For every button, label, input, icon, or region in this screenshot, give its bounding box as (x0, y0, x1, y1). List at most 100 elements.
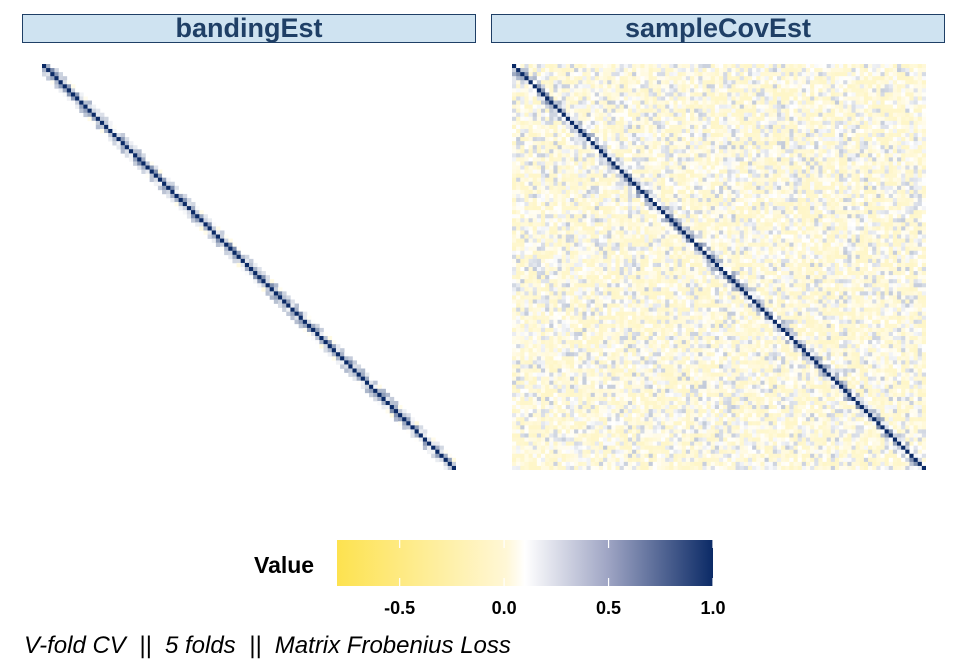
heatmap-cell (565, 153, 571, 158)
heatmap-cell (834, 169, 840, 174)
heatmap-cell (719, 100, 724, 105)
heatmap-cell (876, 64, 881, 69)
heatmap-cell (731, 202, 736, 207)
heatmap-cell (520, 84, 525, 89)
heatmap-cell (781, 100, 786, 105)
heatmap-cell (182, 197, 188, 203)
heatmap-cell (694, 68, 699, 73)
heatmap-cell (909, 189, 914, 195)
heatmap-cell (199, 222, 204, 227)
heatmap-cell (847, 157, 852, 162)
heatmap-cell (665, 108, 670, 114)
heatmap-cell (876, 133, 881, 138)
heatmap-cell (545, 165, 550, 170)
heatmap-cell (772, 145, 778, 150)
heatmap-cell (418, 425, 424, 430)
heatmap-cell (615, 218, 620, 223)
heatmap-cell (781, 145, 786, 150)
heatmap-cell (627, 238, 633, 243)
heatmap-cell (801, 181, 807, 187)
heatmap-cell (785, 206, 790, 211)
heatmap-cell (640, 141, 645, 146)
heatmap-cell (822, 222, 827, 227)
heatmap-cell (756, 214, 761, 219)
heatmap-cell (191, 206, 196, 211)
heatmap-cell (549, 145, 554, 150)
heatmap-cell (532, 242, 538, 247)
heatmap-cell (598, 214, 604, 219)
heatmap-cell (772, 76, 778, 81)
heatmap-cell (727, 206, 732, 211)
heatmap-cell (516, 96, 521, 101)
heatmap-cell (764, 84, 769, 89)
heatmap-cell (661, 92, 666, 97)
heatmap-cell (892, 177, 898, 183)
heatmap-cell (830, 165, 836, 170)
heatmap-cell (215, 230, 221, 235)
heatmap-cell (880, 214, 885, 219)
heatmap-cell (681, 161, 687, 166)
heatmap-cell (888, 185, 894, 191)
heatmap-cell (781, 104, 786, 109)
heatmap-cell (410, 429, 415, 434)
heatmap-cell (565, 210, 571, 215)
heatmap-cell (909, 202, 914, 207)
heatmap-cell (764, 181, 769, 187)
heatmap-cell (847, 100, 852, 105)
heatmap-cell (818, 108, 823, 114)
heatmap-cell (540, 120, 546, 126)
heatmap-cell (839, 120, 844, 126)
heatmap-cell (648, 104, 654, 109)
heatmap-cell (598, 234, 604, 239)
heatmap-cell (565, 238, 571, 243)
heatmap-cell (644, 88, 649, 93)
heatmap-cell (632, 214, 637, 219)
heatmap-cell (157, 173, 163, 178)
heatmap-cell (656, 197, 662, 203)
heatmap-cell (847, 177, 852, 183)
heatmap-cell (673, 218, 678, 223)
heatmap-cell (847, 112, 852, 118)
heatmap-cell (752, 177, 757, 183)
heatmap-cell (822, 64, 827, 69)
heatmap-cell (157, 169, 163, 174)
heatmap-cell (627, 222, 633, 227)
heatmap-cell (843, 92, 848, 97)
heatmap-cell (872, 234, 877, 239)
heatmap-cell (79, 108, 84, 114)
heatmap-cell (681, 145, 687, 150)
heatmap-cell (569, 242, 575, 247)
heatmap-cell (615, 165, 620, 170)
heatmap-cell (880, 100, 885, 105)
heatmap-cell (536, 173, 542, 178)
heatmap-cell (702, 100, 707, 105)
heatmap-cell (731, 242, 736, 247)
heatmap-cell (888, 169, 894, 174)
heatmap-cell (814, 141, 819, 146)
heatmap-cell (427, 445, 432, 450)
heatmap-cell (512, 80, 517, 85)
heatmap-cell (789, 137, 794, 142)
heatmap-cell (690, 161, 695, 166)
heatmap-cell (884, 149, 890, 154)
heatmap-cell (855, 218, 861, 223)
heatmap-cell (545, 210, 550, 215)
heatmap-cell (752, 104, 757, 109)
heatmap-cell (843, 157, 848, 162)
heatmap-cell (834, 210, 840, 215)
heatmap-cell (843, 222, 848, 227)
heatmap-cell (162, 185, 167, 191)
heatmap-cell (801, 226, 807, 231)
heatmap-cell (859, 202, 865, 207)
heatmap-cell (681, 234, 687, 239)
heatmap-cell (756, 137, 761, 142)
heatmap-cell (793, 157, 798, 162)
heatmap-cell (540, 238, 546, 243)
heatmap-cell (574, 137, 579, 142)
heatmap-cell (644, 120, 649, 126)
heatmap-cell (909, 197, 914, 203)
heatmap-cell (822, 226, 827, 231)
heatmap-cell (323, 336, 328, 341)
heatmap-cell (880, 68, 885, 73)
heatmap-cell (520, 104, 525, 109)
